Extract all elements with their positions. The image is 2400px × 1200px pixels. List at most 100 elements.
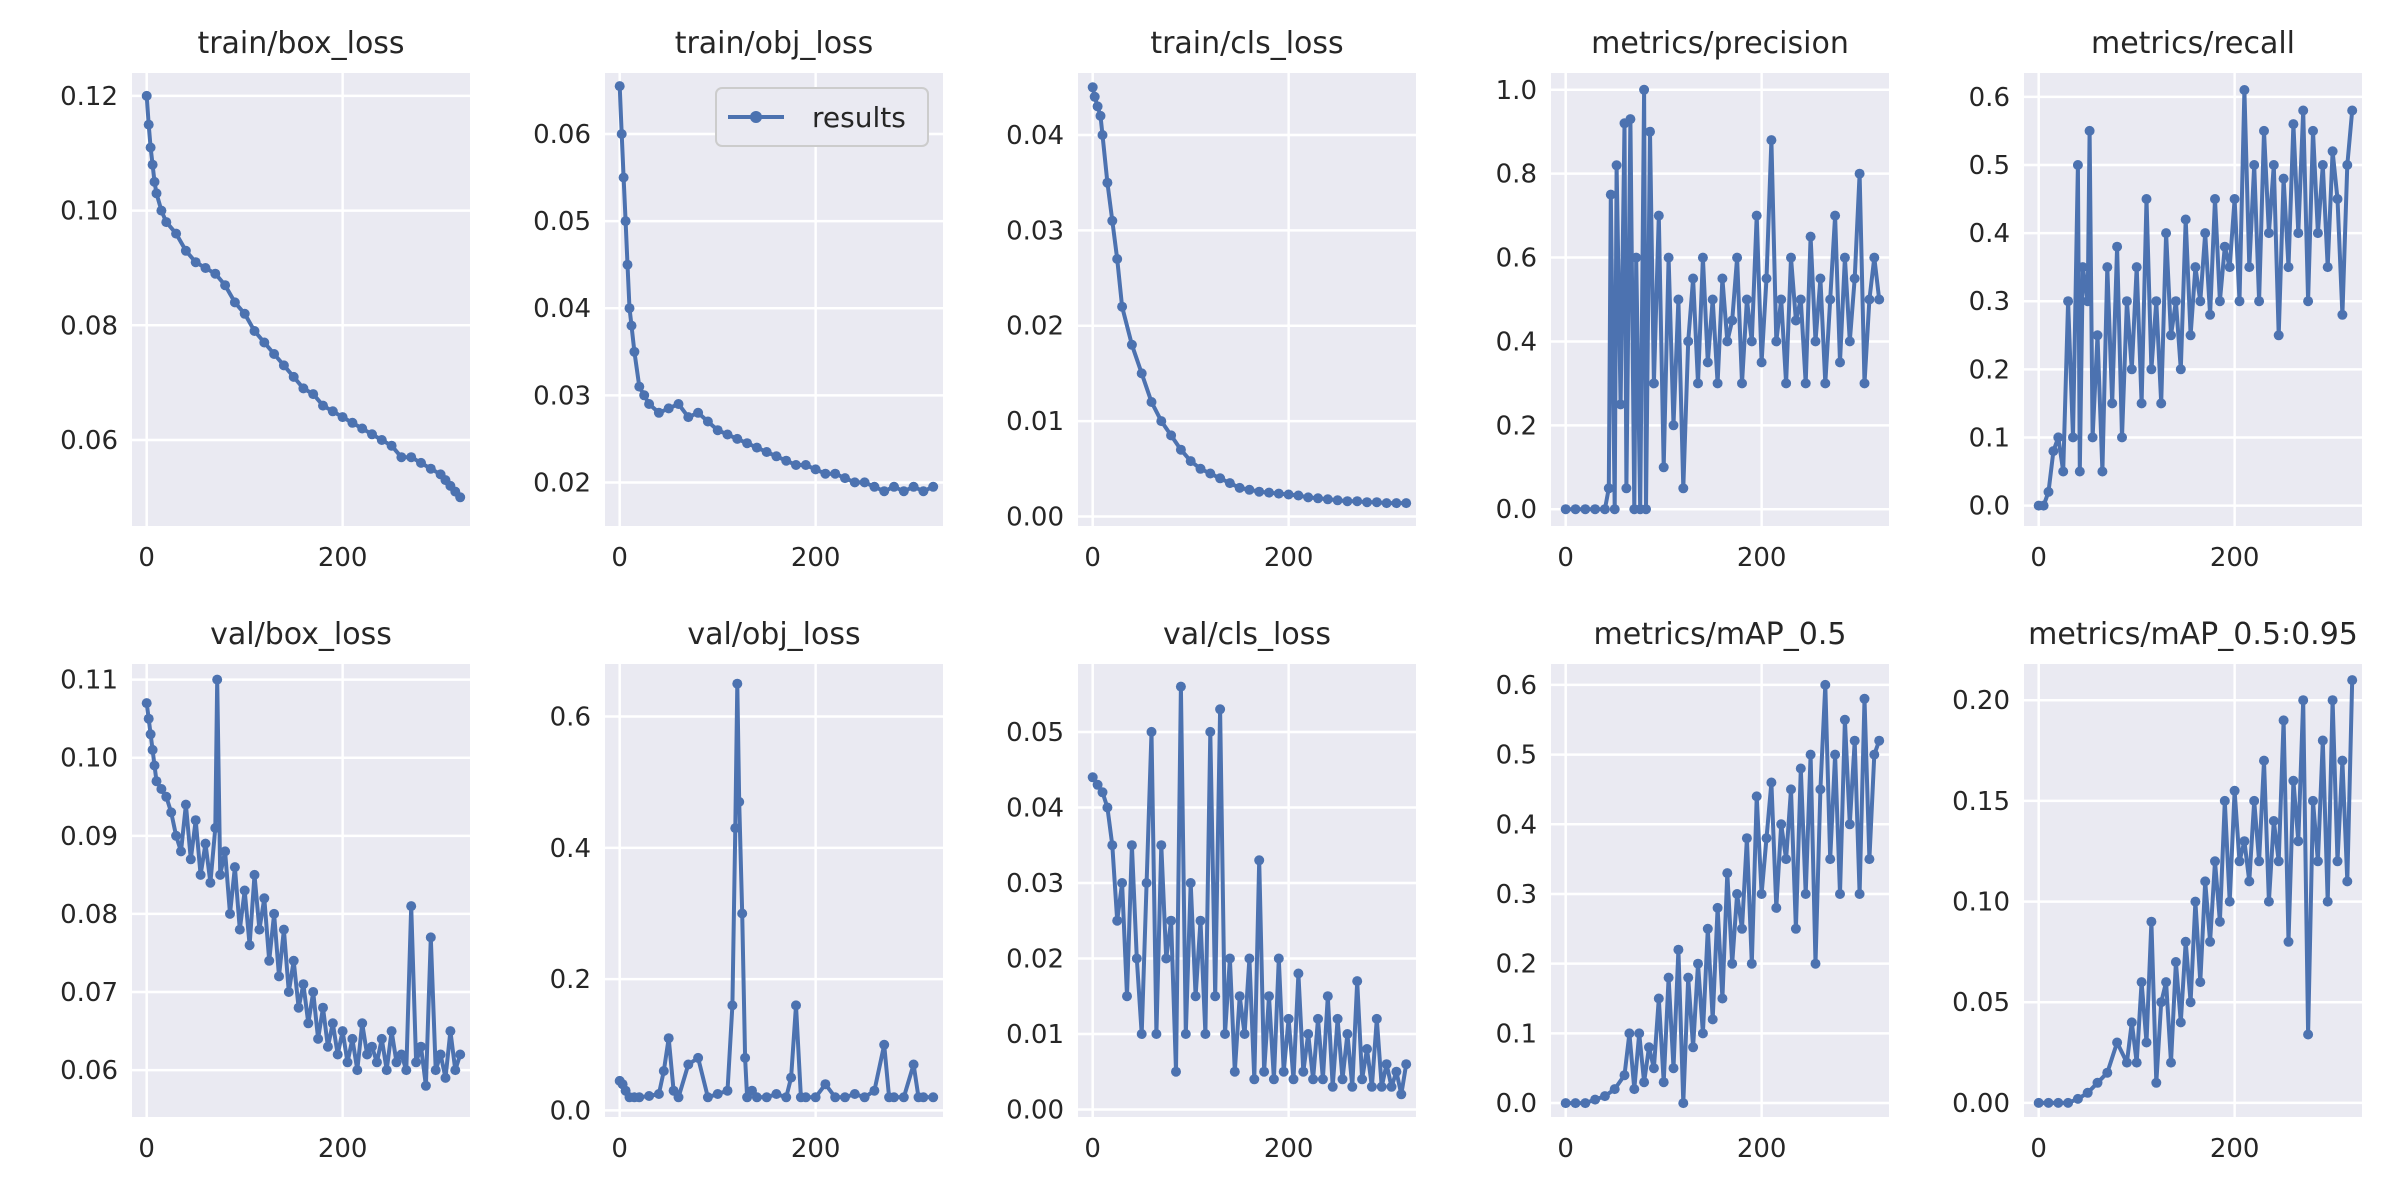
data-point <box>1639 84 1650 95</box>
panel-title: val/box_loss <box>210 617 392 652</box>
data-point <box>239 885 250 896</box>
data-point <box>229 297 240 308</box>
data-point <box>2283 262 2294 273</box>
data-point <box>1854 889 1865 899</box>
data-point <box>2136 977 2147 988</box>
y-tick-label: 0.2 <box>1496 411 1537 441</box>
data-point <box>1195 915 1206 926</box>
data-point <box>1639 1077 1650 1088</box>
data-point <box>2102 1067 2113 1078</box>
data-point <box>712 425 723 436</box>
data-point <box>1849 735 1860 746</box>
data-point <box>2347 105 2358 116</box>
data-point <box>1864 294 1875 305</box>
data-point <box>1859 378 1870 389</box>
data-point <box>1668 1063 1679 1074</box>
data-point <box>1658 1077 1669 1088</box>
data-point <box>1570 1098 1581 1109</box>
data-point <box>2327 695 2338 706</box>
data-point <box>1790 315 1801 326</box>
data-point <box>1097 130 1108 140</box>
x-tick-label: 200 <box>318 1134 368 1164</box>
y-tick-label: 0.6 <box>1496 244 1537 274</box>
data-point <box>278 924 289 935</box>
data-point <box>1644 1042 1654 1053</box>
data-point <box>2131 1057 2142 1068</box>
data-point <box>830 1092 841 1103</box>
panel-title: train/obj_loss <box>675 26 874 61</box>
legend-marker <box>750 111 762 123</box>
data-point <box>1668 420 1679 431</box>
data-point <box>225 908 235 919</box>
data-point <box>1264 487 1274 498</box>
data-point <box>386 1026 397 1037</box>
data-point <box>288 371 299 382</box>
data-point <box>244 940 255 951</box>
y-tick-label: 0.12 <box>60 82 118 112</box>
data-point <box>849 1089 860 1099</box>
data-point <box>416 457 426 468</box>
data-point <box>2259 755 2269 766</box>
data-point <box>2298 105 2309 116</box>
y-tick-label: 0.04 <box>1006 121 1064 151</box>
data-point <box>658 1066 669 1076</box>
data-point <box>1401 498 1412 509</box>
x-tick-label: 200 <box>791 1134 841 1164</box>
panel-title: metrics/mAP_0.5:0.95 <box>2028 617 2358 652</box>
data-point <box>2273 856 2284 867</box>
data-point <box>918 486 929 497</box>
x-tick-label: 0 <box>2030 543 2047 573</box>
data-point <box>288 955 299 966</box>
x-tick-label: 0 <box>1557 1134 1574 1164</box>
data-point <box>1741 833 1752 844</box>
data-point <box>1570 504 1581 515</box>
data-point <box>2131 262 2142 273</box>
data-point <box>180 799 191 810</box>
data-point <box>1342 1029 1353 1039</box>
data-point <box>1707 1014 1718 1025</box>
data-point <box>1151 1029 1162 1039</box>
data-point <box>624 303 635 314</box>
data-point <box>1693 958 1703 969</box>
data-point <box>455 492 466 503</box>
data-point <box>663 403 674 414</box>
data-point <box>2074 466 2085 477</box>
data-point <box>722 1085 733 1096</box>
data-point <box>1771 902 1782 913</box>
y-tick-label: 0.4 <box>1969 219 2010 249</box>
data-point <box>1215 704 1226 715</box>
data-point <box>151 776 162 787</box>
y-tick-label: 0.4 <box>550 834 591 864</box>
data-point <box>1332 1013 1343 1024</box>
data-point <box>2180 936 2191 947</box>
data-point <box>327 1018 338 1029</box>
data-point <box>2121 1057 2132 1068</box>
data-point <box>156 784 167 794</box>
y-tick-label: 0.1 <box>1496 1019 1537 1049</box>
data-point <box>2092 330 2103 341</box>
data-point <box>1722 336 1733 347</box>
data-point <box>1166 430 1177 441</box>
data-point <box>1820 378 1831 389</box>
data-point <box>616 129 627 139</box>
data-point <box>308 987 319 997</box>
x-tick-label: 200 <box>2210 1134 2260 1164</box>
data-point <box>249 326 260 336</box>
data-point <box>141 90 152 101</box>
data-point <box>327 406 338 417</box>
data-point <box>840 1092 850 1103</box>
data-point <box>190 815 201 826</box>
y-tick-label: 0.06 <box>60 1056 118 1086</box>
data-point <box>2219 241 2230 252</box>
y-tick-label: 0.6 <box>1496 671 1537 701</box>
data-point <box>149 760 160 771</box>
y-tick-label: 0.3 <box>1969 287 2010 317</box>
data-point <box>1609 504 1620 515</box>
data-point <box>1673 944 1684 955</box>
data-point <box>2332 856 2343 867</box>
data-point <box>693 407 704 418</box>
data-point <box>1224 478 1235 489</box>
data-point <box>1580 504 1591 515</box>
data-point <box>683 412 694 423</box>
data-point <box>2322 262 2333 273</box>
